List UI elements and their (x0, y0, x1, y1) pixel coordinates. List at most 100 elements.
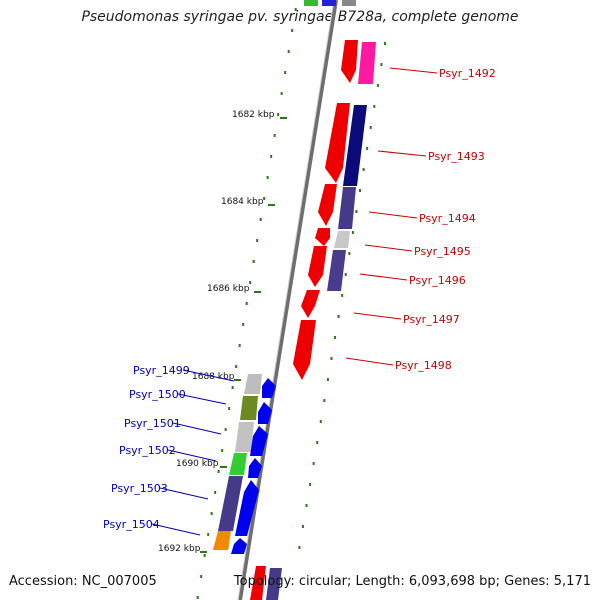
gene-label-forward[interactable]: Psyr_1497 (403, 313, 460, 326)
scale-dot (287, 50, 290, 53)
scale-dot (305, 504, 308, 507)
gene-psyr-1496[interactable] (308, 246, 327, 287)
gene-label-forward[interactable]: Psyr_1498 (395, 359, 452, 372)
gene-psyr-1503[interactable] (218, 476, 243, 531)
gene-label-forward[interactable]: Psyr_1494 (419, 212, 476, 225)
map-title: Pseudomonas syringae pv. syringae B728a,… (81, 9, 519, 25)
scale-dot (284, 71, 287, 74)
gene-psyr-1496-b[interactable] (327, 250, 346, 291)
scale-dot (334, 336, 337, 339)
scale-dot (263, 197, 266, 200)
scale-dot (280, 92, 283, 95)
scale-major-tick (220, 466, 227, 468)
gene-label-leader (368, 211, 418, 219)
gene-label-leader (359, 273, 408, 281)
scale-dot (326, 378, 329, 381)
gene-label-reverse[interactable]: Psyr_1501 (124, 417, 181, 430)
scale-dot (256, 239, 259, 242)
genome-backbone (238, 0, 338, 600)
top-partial-genes (304, 0, 356, 6)
scale-dot (323, 399, 326, 402)
gene-psyr-1501[interactable] (235, 422, 254, 452)
forward-strand-genes (293, 40, 376, 380)
gene-psyr-1497[interactable] (301, 290, 320, 318)
scale-dot (214, 491, 217, 494)
scale-dot (301, 525, 304, 528)
gene-labels-reverse: Psyr_1499 Psyr_1500 Psyr_1501 Psyr_1502 Psyr… (103, 364, 235, 536)
gene-label-leader (364, 244, 413, 252)
scale-major-tick (280, 117, 287, 119)
gene-labels-forward: Psyr_1492 Psyr_1493 Psyr_1494 Psyr_1495 Psyr… (345, 67, 496, 372)
gene-psyr-1494[interactable] (318, 184, 337, 226)
gene-label-reverse[interactable]: Psyr_1499 (133, 364, 190, 377)
scale-dot (330, 357, 333, 360)
gene-arrow[interactable] (250, 426, 268, 456)
gene-label-reverse[interactable]: Psyr_1500 (129, 388, 186, 401)
scale-dot (337, 315, 340, 318)
gene-psyr-1493[interactable] (325, 103, 350, 183)
scale-dot (224, 428, 227, 431)
scale-dot (249, 281, 252, 284)
scale-label: 1692 kbp (158, 544, 201, 554)
gene-arrow[interactable] (231, 538, 247, 554)
scale-dot (242, 323, 245, 326)
scale-dot (344, 273, 347, 276)
scale-dot (309, 483, 312, 486)
gene-label-forward[interactable]: Psyr_1492 (439, 67, 496, 80)
gene-block (304, 0, 318, 6)
scale-dot (312, 462, 315, 465)
gene-label-forward[interactable]: Psyr_1493 (428, 150, 485, 163)
gene-label-leader (345, 357, 394, 366)
gene-label-leader (177, 393, 227, 405)
scale-dot (351, 231, 354, 234)
scale-dot (384, 42, 386, 45)
scale-dot (319, 420, 322, 423)
gene-label-reverse[interactable]: Psyr_1504 (103, 518, 160, 531)
scale-dot (366, 147, 369, 150)
scale-dot (273, 134, 276, 137)
gene-label-reverse[interactable]: Psyr_1502 (119, 444, 176, 457)
gene-psyr-1492[interactable] (341, 40, 358, 83)
scale-ticks-left (196, 8, 297, 599)
scale-dot (341, 294, 344, 297)
scale-dot (270, 155, 273, 158)
gene-arrow[interactable] (235, 480, 259, 536)
gene-psyr-1494-b[interactable] (338, 187, 356, 229)
gene-label-leader (182, 369, 235, 382)
gene-psyr-1502[interactable] (229, 453, 247, 475)
accession-text: Accession: NC_007005 (9, 574, 157, 589)
gene-arrow[interactable] (258, 402, 272, 424)
gene-psyr-1504[interactable] (213, 531, 231, 550)
gene-label-leader (389, 67, 438, 74)
gene-psyr-1495-b[interactable] (334, 231, 350, 248)
gene-psyr-1493-b[interactable] (343, 105, 367, 186)
gene-label-forward[interactable]: Psyr_1496 (409, 274, 466, 287)
scale-dot (210, 512, 213, 515)
gene-arrow[interactable] (248, 458, 262, 478)
scale-dot (298, 546, 301, 549)
scale-dot (362, 168, 365, 171)
gene-label-reverse[interactable]: Psyr_1503 (111, 482, 168, 495)
gene-block (266, 568, 282, 600)
scale-ticks-right (298, 42, 386, 549)
scale-label: 1690 kbp (176, 459, 219, 469)
gene-psyr-1498[interactable] (293, 320, 316, 380)
gene-label-leader (172, 422, 222, 435)
gene-label-leader (353, 312, 402, 320)
scale-dot (238, 344, 241, 347)
scale-dot (217, 470, 220, 473)
bottom-partial-genes (250, 566, 282, 600)
gene-label-leader (167, 449, 217, 462)
scale-dot (221, 449, 224, 452)
scale-major-tick (254, 291, 261, 293)
gene-psyr-1499[interactable] (244, 374, 262, 394)
scale-dot (259, 218, 262, 221)
gene-label-forward[interactable]: Psyr_1495 (414, 245, 471, 258)
scale-dot (316, 441, 319, 444)
scale-dot (294, 8, 297, 11)
gene-psyr-1495[interactable] (315, 228, 330, 246)
gene-arrow[interactable] (262, 378, 276, 398)
gene-psyr-1492-rev[interactable] (358, 42, 376, 84)
gene-psyr-1500[interactable] (240, 396, 258, 420)
